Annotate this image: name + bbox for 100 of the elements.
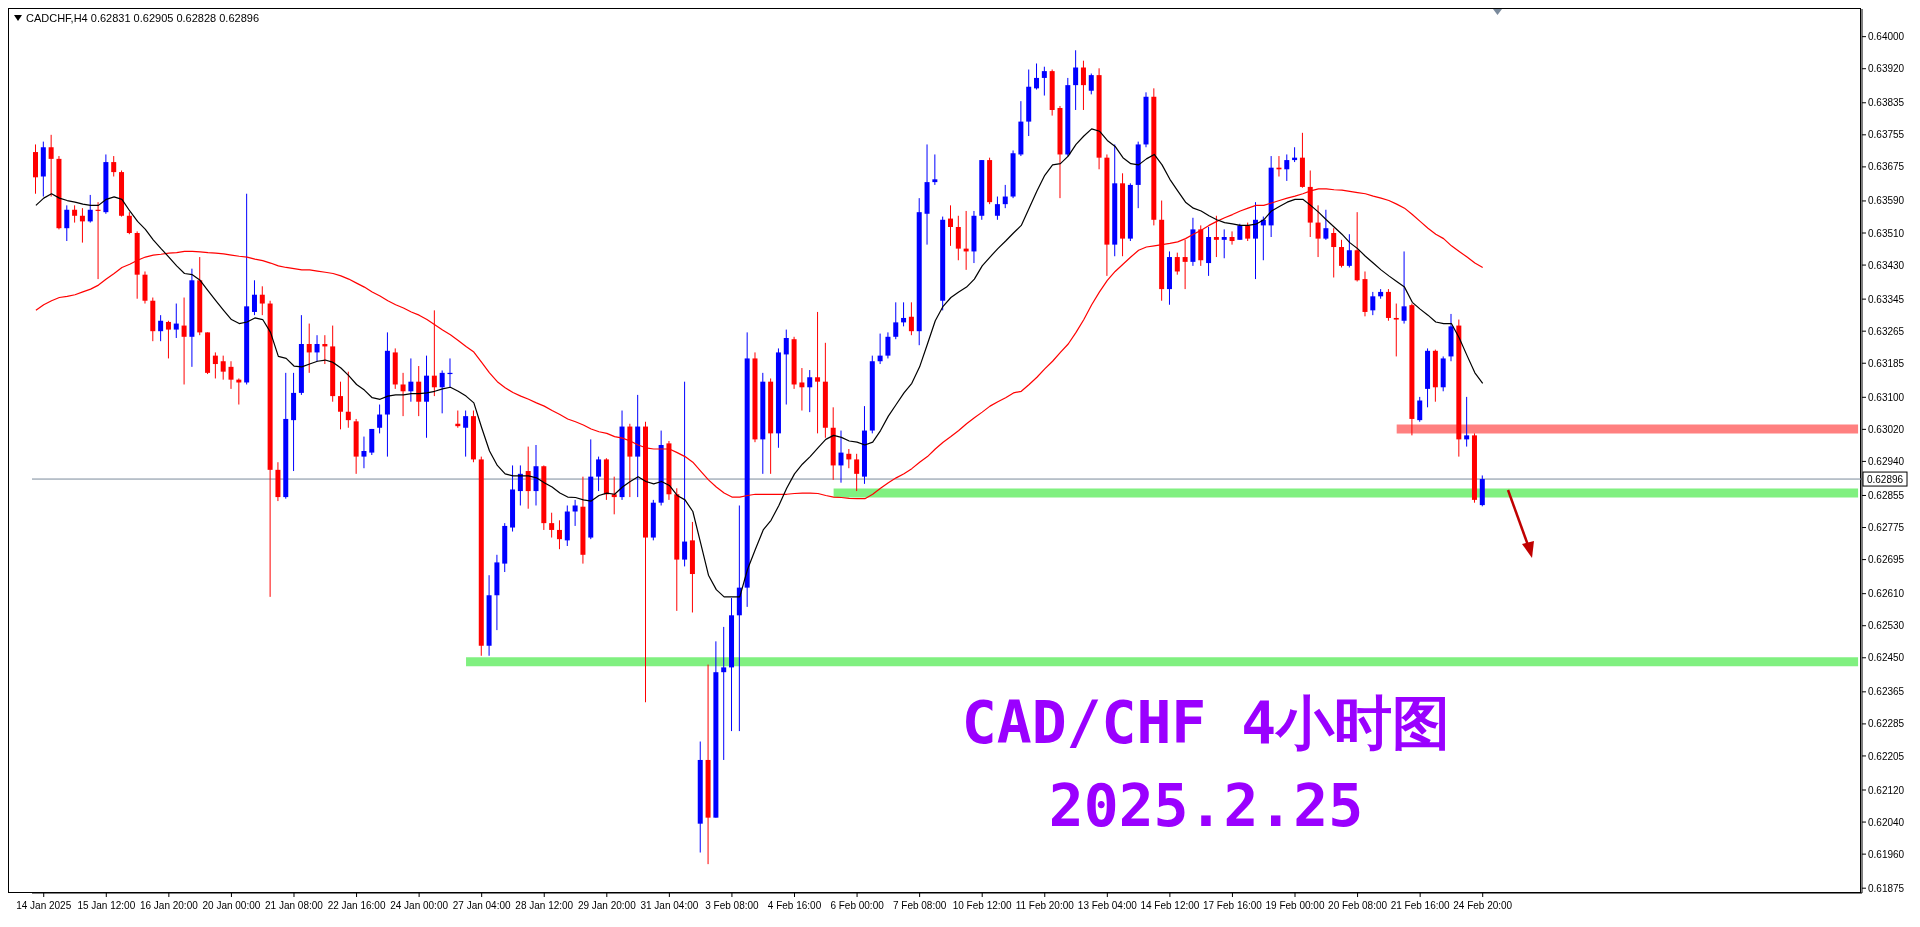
candlestick (1229, 230, 1235, 246)
y-tick-label: 0.63100 (1868, 391, 1905, 403)
candlestick (1331, 227, 1337, 278)
candlestick (1088, 73, 1094, 95)
candlestick (251, 279, 257, 316)
x-tick-label: 4 Feb 16:00 (767, 900, 822, 911)
candlestick (1002, 184, 1008, 209)
y-tick-label: 0.63345 (1868, 293, 1905, 305)
candlestick (400, 372, 406, 417)
y-tick-label: 0.62530 (1868, 620, 1905, 632)
candlestick (338, 381, 343, 430)
candlestick (901, 301, 907, 327)
y-tick-label: 0.62205 (1868, 750, 1905, 762)
candlestick (314, 334, 320, 362)
x-tick-label: 3 Feb 08:00 (705, 900, 760, 911)
ref-line-label: 0.62896 (1866, 474, 1904, 486)
candlestick (838, 430, 844, 484)
x-tick-label: 13 Feb 04:00 (1077, 900, 1138, 911)
y-tick-label: 0.62940 (1868, 455, 1905, 467)
candlestick (815, 311, 821, 434)
candlestick (87, 194, 93, 224)
candlestick (1401, 250, 1407, 325)
y-tick-label: 0.62365 (1868, 686, 1905, 698)
candlestick (111, 155, 117, 177)
candlestick (893, 301, 899, 340)
y-tick-label: 0.63265 (1868, 325, 1905, 337)
y-tick-label: 0.62610 (1868, 588, 1905, 600)
y-tick-label: 0.63590 (1868, 195, 1905, 207)
chart-title: CADCHF,H4 0.62831 0.62905 0.62828 0.62896 (26, 12, 260, 24)
candlestick (549, 512, 555, 539)
y-tick-label: 0.63835 (1868, 97, 1905, 109)
x-tick-label: 10 Feb 12:00 (952, 900, 1013, 911)
candlestick (994, 196, 1000, 221)
candlestick (1174, 252, 1180, 276)
candlestick (220, 355, 226, 381)
candlestick (369, 428, 375, 456)
candlestick (181, 297, 187, 385)
candlestick (1034, 63, 1040, 91)
candlestick (48, 134, 54, 198)
candlestick (955, 215, 961, 261)
candlestick (1073, 49, 1079, 111)
candlestick (525, 446, 531, 510)
candlestick (416, 365, 422, 417)
y-tick-label: 0.62285 (1868, 718, 1905, 730)
candlestick (556, 519, 562, 550)
x-tick-label: 17 Feb 16:00 (1202, 900, 1263, 911)
candlestick (259, 285, 265, 316)
y-tick-label: 0.63185 (1868, 357, 1905, 369)
candlestick (1417, 396, 1423, 423)
y-tick-label: 0.63755 (1868, 129, 1905, 141)
y-tick-label: 0.63675 (1868, 161, 1905, 173)
candlestick (799, 367, 805, 412)
x-tick-label: 6 Feb 00:00 (830, 900, 885, 911)
candlestick (1253, 201, 1258, 280)
y-tick-label: 0.62120 (1868, 784, 1905, 796)
x-tick-label: 22 Jan 16:00 (327, 900, 386, 911)
candlestick (1221, 228, 1227, 259)
y-tick-label: 0.61875 (1868, 882, 1905, 894)
y-tick-label: 0.62695 (1868, 554, 1905, 566)
x-tick-label: 14 Jan 2025 (16, 900, 72, 911)
candlestick (517, 464, 523, 506)
candlestick (1464, 396, 1470, 448)
candlestick (807, 369, 813, 413)
x-tick-label: 16 Jan 20:00 (139, 900, 199, 911)
candlestick (721, 626, 727, 761)
candlestick (408, 357, 414, 403)
candlestick (1245, 222, 1251, 242)
candlestick (1080, 60, 1086, 111)
candlestick (126, 211, 132, 235)
y-tick-label: 0.62450 (1868, 652, 1905, 664)
x-tick-label: 31 Jan 04:00 (640, 900, 699, 911)
y-tick-label: 0.62775 (1868, 522, 1905, 534)
x-tick-label: 21 Jan 08:00 (265, 900, 324, 911)
candlestick (306, 323, 312, 374)
y-tick-label: 0.63510 (1868, 227, 1905, 239)
x-tick-label: 15 Jan 12:00 (77, 900, 136, 911)
x-tick-label: 20 Jan 00:00 (202, 900, 261, 911)
y-tick-label: 0.62855 (1868, 490, 1905, 502)
y-tick-label: 0.64000 (1868, 31, 1905, 43)
candlestick (1315, 204, 1321, 258)
x-tick-label: 27 Jan 04:00 (452, 900, 512, 911)
y-tick-label: 0.63020 (1868, 423, 1905, 435)
candlestick (1339, 239, 1345, 268)
line-series (35, 128, 1484, 598)
x-tick-label: 24 Jan 00:00 (390, 900, 449, 911)
y-tick-label: 0.63920 (1868, 63, 1905, 75)
candlestick (908, 301, 914, 336)
candlestick (854, 453, 860, 492)
candlestick (165, 320, 171, 359)
candlestick (173, 303, 179, 339)
annotation: 2025.2.25 (1047, 771, 1365, 841)
y-tick-label: 0.63430 (1868, 259, 1905, 271)
candlestick (228, 360, 234, 390)
x-tick-label: 21 Feb 16:00 (1390, 900, 1451, 911)
x-tick-label: 20 Feb 08:00 (1328, 900, 1388, 911)
candlestick (64, 204, 70, 242)
candlestick (948, 204, 953, 247)
x-tick-label: 28 Jan 12:00 (515, 900, 574, 911)
candlestick (345, 371, 351, 429)
candlestick (1346, 233, 1352, 268)
